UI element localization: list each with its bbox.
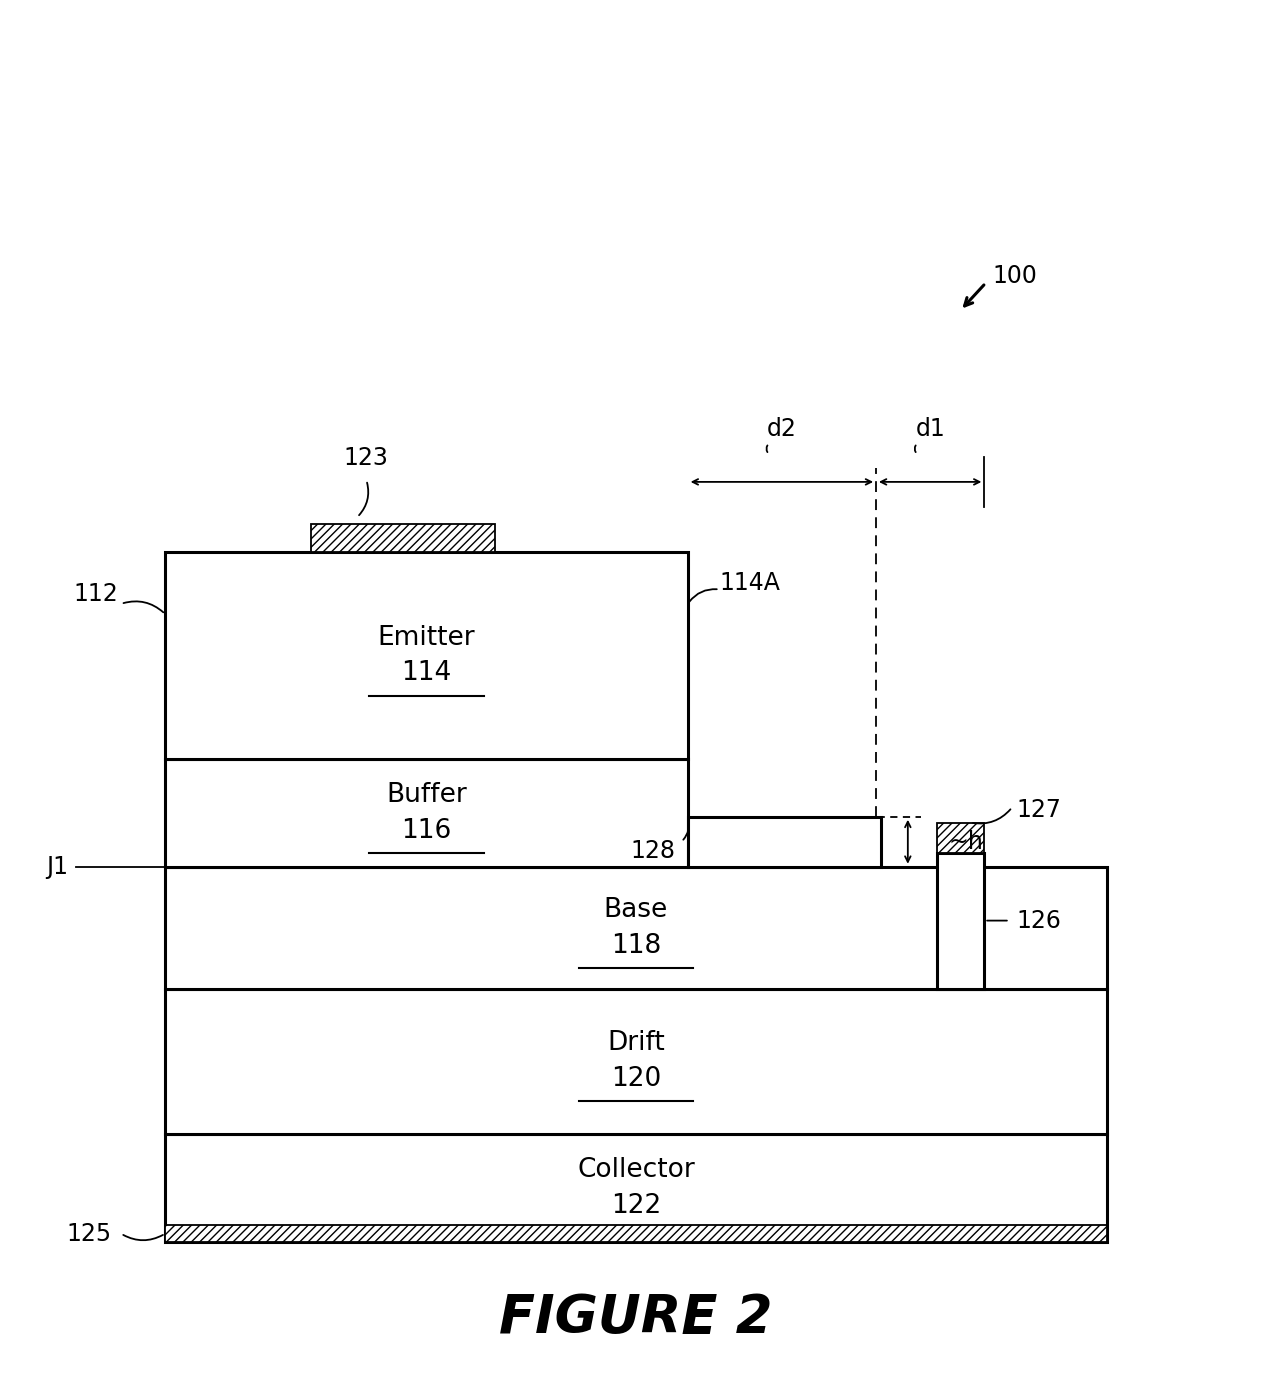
Text: 128: 128 [630, 839, 675, 864]
Text: 123: 123 [343, 446, 389, 469]
Text: Drift: Drift [607, 1031, 665, 1057]
Text: 100: 100 [992, 264, 1037, 288]
Bar [688, 817, 880, 867]
Text: Emitter: Emitter [378, 625, 476, 650]
Bar [165, 759, 688, 867]
Text: Collector: Collector [577, 1156, 695, 1183]
Bar [312, 524, 495, 552]
Text: 126: 126 [1016, 908, 1061, 933]
Text: 120: 120 [611, 1067, 661, 1093]
Text: J1: J1 [46, 854, 69, 879]
Text: ~h: ~h [949, 829, 983, 854]
Bar [165, 1134, 1107, 1242]
Text: FIGURE 2: FIGURE 2 [499, 1292, 773, 1344]
Text: 125: 125 [66, 1221, 112, 1246]
Text: 116: 116 [402, 817, 452, 843]
Text: d2: d2 [767, 418, 796, 442]
Bar [937, 853, 985, 988]
Text: Buffer: Buffer [387, 781, 467, 807]
Text: 127: 127 [1016, 798, 1061, 822]
Bar [165, 867, 1107, 988]
Bar [165, 988, 1107, 1134]
Text: 114A: 114A [720, 571, 781, 595]
Text: Base: Base [604, 897, 668, 923]
Bar [937, 822, 985, 853]
Bar [165, 552, 688, 759]
Text: 118: 118 [611, 933, 661, 959]
Text: 122: 122 [611, 1192, 661, 1219]
Text: d1: d1 [916, 418, 945, 442]
Text: 112: 112 [73, 581, 118, 606]
Text: 114: 114 [402, 661, 452, 686]
Bar [165, 1225, 1107, 1242]
